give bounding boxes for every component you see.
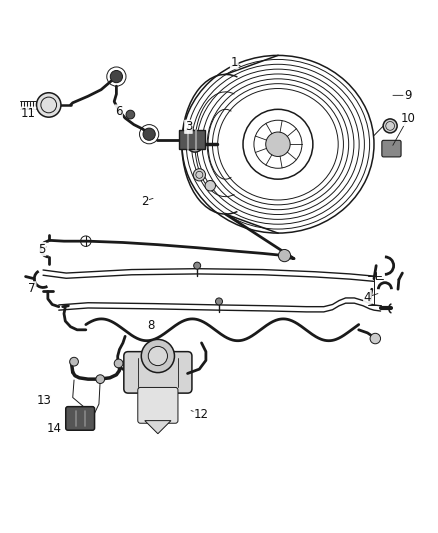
Text: 1: 1	[230, 55, 238, 69]
Circle shape	[266, 132, 290, 157]
Circle shape	[194, 262, 201, 269]
Circle shape	[148, 346, 167, 366]
Text: 5: 5	[39, 243, 46, 255]
Circle shape	[370, 333, 381, 344]
FancyBboxPatch shape	[382, 140, 401, 157]
FancyBboxPatch shape	[66, 407, 95, 430]
Circle shape	[193, 169, 205, 181]
Text: 4: 4	[364, 290, 371, 304]
Polygon shape	[145, 421, 171, 434]
Circle shape	[96, 375, 105, 384]
Text: 11: 11	[21, 107, 36, 120]
Circle shape	[187, 136, 203, 152]
Text: 3: 3	[185, 120, 192, 133]
Circle shape	[126, 110, 135, 119]
Text: 14: 14	[46, 422, 61, 434]
Circle shape	[215, 298, 223, 305]
Circle shape	[114, 359, 123, 368]
FancyBboxPatch shape	[179, 130, 205, 149]
Text: 7: 7	[28, 282, 36, 295]
Circle shape	[141, 340, 174, 373]
Circle shape	[110, 70, 123, 83]
Text: 2: 2	[141, 195, 148, 207]
Circle shape	[205, 181, 215, 191]
Circle shape	[383, 119, 397, 133]
FancyBboxPatch shape	[124, 352, 192, 393]
Text: 8: 8	[148, 319, 155, 332]
Text: 9: 9	[404, 89, 411, 102]
Circle shape	[279, 249, 290, 262]
Text: 13: 13	[37, 394, 52, 407]
Circle shape	[36, 93, 61, 117]
Text: 6: 6	[115, 105, 122, 118]
Circle shape	[143, 128, 155, 140]
Text: 12: 12	[194, 408, 209, 421]
Text: 10: 10	[400, 112, 415, 125]
FancyBboxPatch shape	[138, 387, 178, 423]
Circle shape	[70, 357, 78, 366]
